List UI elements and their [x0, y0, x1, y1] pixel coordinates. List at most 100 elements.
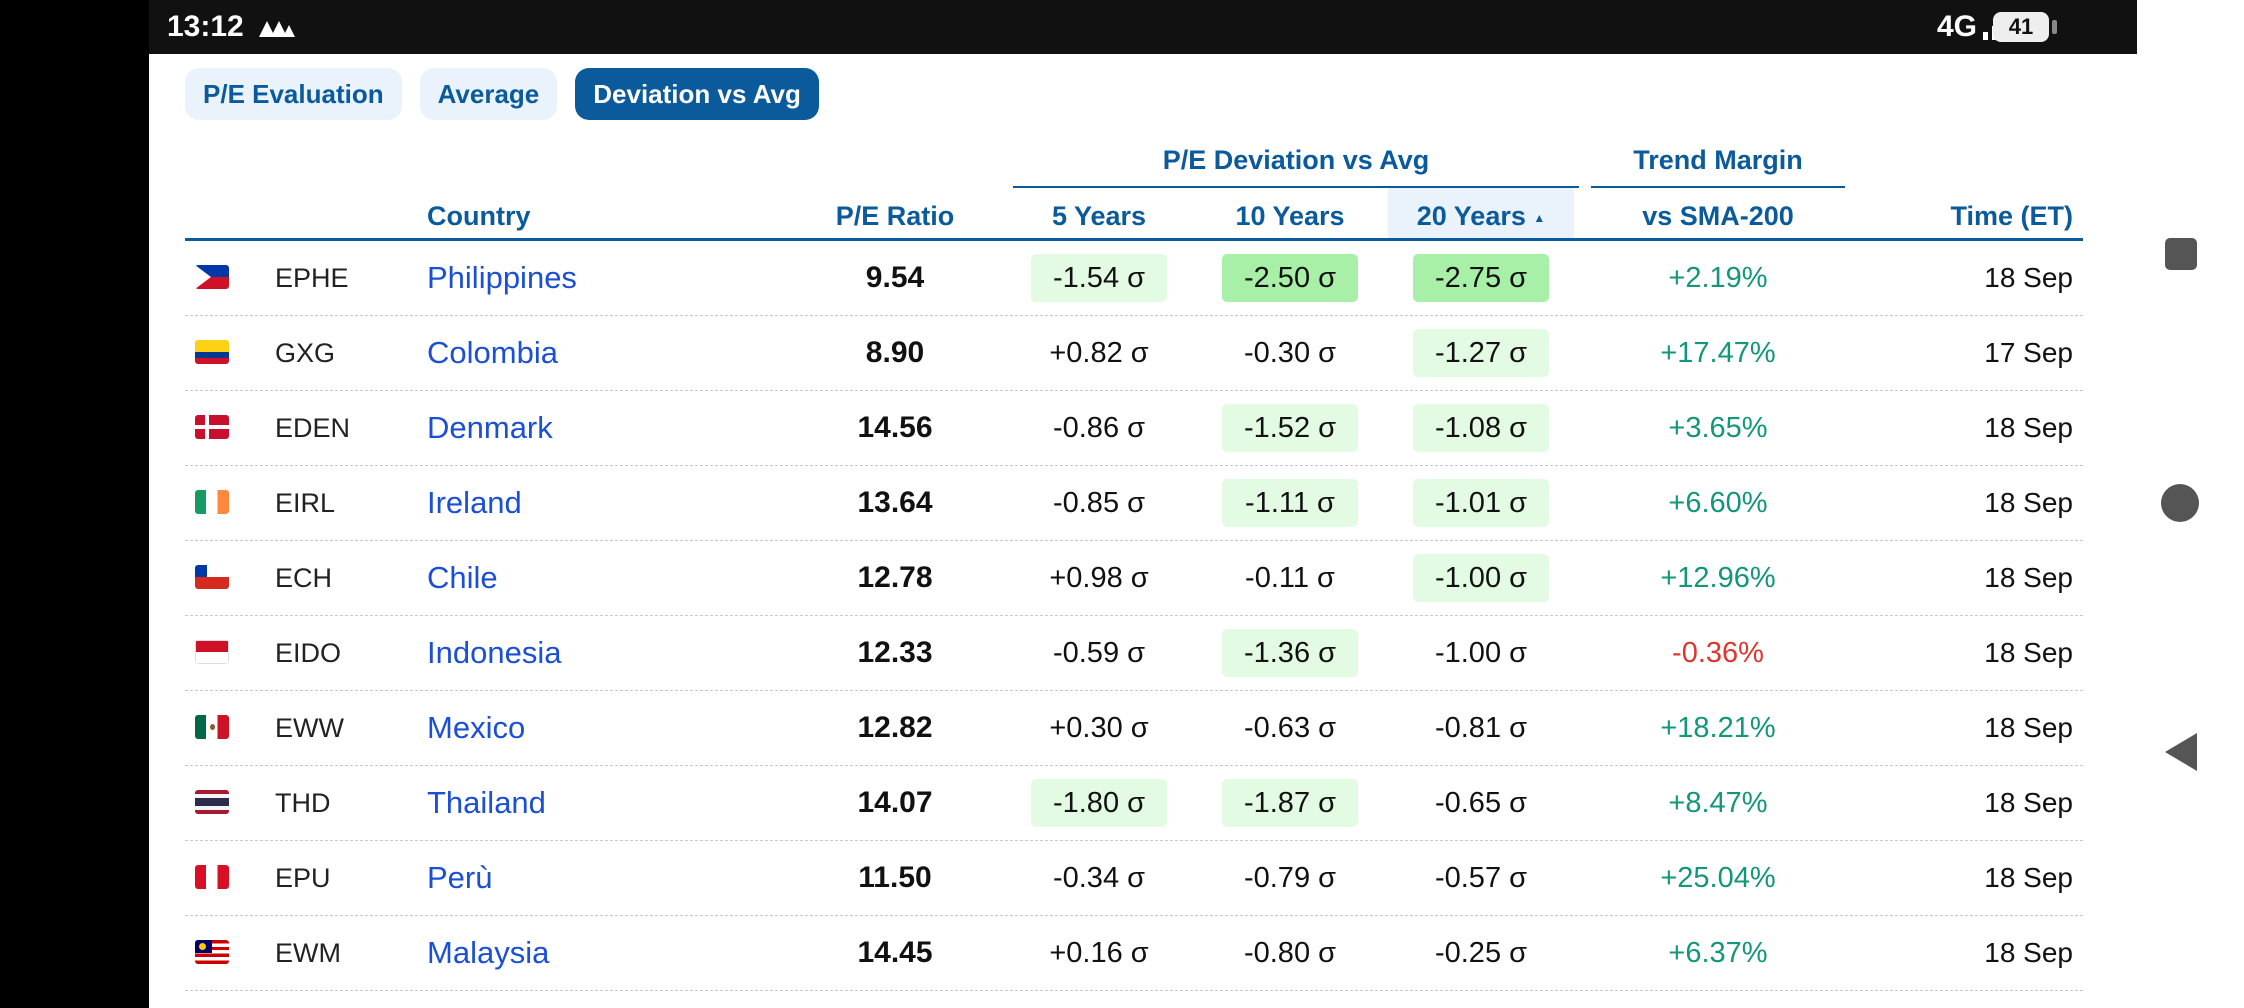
table-row[interactable]: THD Thailand 14.07 -1.80 σ -1.87 σ -0.65 σ +8.… — [185, 766, 2083, 841]
deviation-10y: -0.11 σ — [1222, 541, 1358, 615]
deviation-5y: +0.98 σ — [1031, 541, 1167, 615]
deviation-20y-value: -2.75 σ — [1413, 254, 1549, 302]
header-vs-sma-200[interactable]: vs SMA-200 — [1642, 201, 1794, 231]
table-row[interactable]: EIDO Indonesia 12.33 -0.59 σ -1.36 σ -1.00 σ -… — [185, 616, 2083, 691]
country-link[interactable]: Mexico — [427, 710, 526, 745]
deviation-20y-value: -0.65 σ — [1434, 787, 1528, 819]
pe-ratio: 11.50 — [858, 861, 932, 894]
tab-deviation-vs-avg[interactable]: Deviation vs Avg — [575, 68, 819, 120]
tab-pe-evaluation[interactable]: P/E Evaluation — [185, 68, 402, 120]
deviation-5y: +0.16 σ — [1031, 916, 1167, 990]
home-icon[interactable] — [2161, 484, 2199, 522]
deviation-20y: -0.65 σ — [1413, 766, 1549, 840]
deviation-5y: +0.82 σ — [1031, 316, 1167, 390]
deviation-10y: -0.79 σ — [1222, 841, 1358, 915]
deviation-20y-value: -0.81 σ — [1434, 712, 1528, 744]
deviation-20y: -1.08 σ — [1413, 391, 1549, 465]
deviation-10y: -1.87 σ — [1222, 766, 1358, 840]
header-20-years[interactable]: 20 Years ▲ — [1388, 188, 1574, 238]
header-10-years[interactable]: 10 Years — [1235, 201, 1345, 231]
table-row[interactable]: EWW Mexico 12.82 +0.30 σ -0.63 σ -0.81 σ +18.2… — [185, 691, 2083, 766]
country-link[interactable]: Chile — [427, 560, 498, 595]
deviation-20y-value: -1.08 σ — [1413, 404, 1549, 452]
flag-cl-icon — [195, 565, 229, 589]
ticker: EDEN — [275, 413, 351, 443]
update-time: 18 Sep — [1984, 487, 2073, 518]
country-link[interactable]: Colombia — [427, 335, 558, 370]
deviation-5y: -0.86 σ — [1031, 391, 1167, 465]
deviation-20y-value: -1.00 σ — [1413, 554, 1549, 602]
table-row[interactable]: EDEN Denmark 14.56 -0.86 σ -1.52 σ -1.08 σ +3.… — [185, 391, 2083, 466]
pe-ratio: 12.82 — [857, 711, 933, 744]
trend-margin: +6.37% — [1668, 937, 1768, 969]
deviation-5y: -0.34 σ — [1031, 841, 1167, 915]
deviation-10y: -0.30 σ — [1222, 316, 1358, 390]
ticker: EPHE — [275, 263, 349, 293]
country-link[interactable]: Thailand — [427, 785, 546, 820]
deviation-5y-value: -0.85 σ — [1052, 487, 1146, 519]
update-time: 18 Sep — [1984, 712, 2073, 743]
header-pe-ratio[interactable]: P/E Ratio — [835, 201, 955, 231]
table-row[interactable]: EPU Perù 11.50 -0.34 σ -0.79 σ -0.57 σ +25.04%… — [185, 841, 2083, 916]
trend-margin: +2.19% — [1668, 262, 1768, 294]
country-link[interactable]: Philippines — [427, 260, 577, 295]
country-link[interactable]: Ireland — [427, 485, 522, 520]
deviation-10y-value: -0.63 σ — [1243, 712, 1337, 744]
table-row[interactable]: EWM Malaysia 14.45 +0.16 σ -0.80 σ -0.25 σ +6.… — [185, 916, 2083, 991]
back-icon[interactable] — [2165, 733, 2197, 771]
view-tabs: P/E Evaluation Average Deviation vs Avg — [185, 68, 819, 120]
update-time: 18 Sep — [1984, 562, 2073, 593]
country-link[interactable]: Perù — [427, 860, 493, 895]
header-country[interactable]: Country — [427, 201, 531, 231]
sort-ascending-icon: ▲ — [1533, 210, 1546, 225]
flag-pe-icon — [195, 865, 229, 889]
deviation-20y: -0.25 σ — [1413, 916, 1549, 990]
pe-ratio: 14.45 — [857, 936, 933, 969]
pe-ratio: 14.56 — [857, 411, 933, 444]
update-time: 18 Sep — [1984, 787, 2073, 818]
deviation-20y: -2.75 σ — [1413, 241, 1549, 315]
clock: 13:12 — [167, 10, 244, 43]
pe-ratio: 9.54 — [865, 261, 925, 294]
pe-ratio: 12.78 — [857, 561, 933, 594]
table-row[interactable]: EIRL Ireland 13.64 -0.85 σ -1.11 σ -1.01 σ +6.… — [185, 466, 2083, 541]
table-body: EPHE Philippines 9.54 -1.54 σ -2.50 σ -2.75 σ… — [185, 241, 2083, 991]
deviation-20y: -1.00 σ — [1413, 541, 1549, 615]
table-row[interactable]: ECH Chile 12.78 +0.98 σ -0.11 σ -1.00 σ +12.96… — [185, 541, 2083, 616]
table-header: Country P/E Ratio 5 Years 10 Years 20 Ye… — [185, 188, 2083, 241]
update-time: 18 Sep — [1984, 262, 2073, 293]
table-row[interactable]: GXG Colombia 8.90 +0.82 σ -0.30 σ -1.27 σ +17.… — [185, 316, 2083, 391]
pe-ratio: 14.07 — [857, 786, 933, 819]
deviation-20y: -1.01 σ — [1413, 466, 1549, 540]
group-header-deviation: P/E Deviation vs Avg — [1013, 140, 1579, 188]
app-screen: 13:12 4G 41 P/E Evaluation Average Devia… — [149, 0, 2137, 1008]
recent-apps-icon[interactable] — [2165, 238, 2197, 270]
deviation-20y-value: -1.27 σ — [1413, 329, 1549, 377]
country-link[interactable]: Denmark — [427, 410, 553, 445]
ticker: EWW — [275, 713, 344, 743]
status-bar: 13:12 4G 41 — [149, 0, 2137, 54]
deviation-5y: -0.85 σ — [1031, 466, 1167, 540]
pe-ratio: 8.90 — [865, 336, 925, 369]
header-5-years[interactable]: 5 Years — [1051, 201, 1147, 231]
flag-ph-icon — [195, 265, 229, 289]
table-row[interactable]: EPHE Philippines 9.54 -1.54 σ -2.50 σ -2.75 σ… — [185, 241, 2083, 316]
flag-co-icon — [195, 340, 229, 364]
deviation-20y-value: -0.25 σ — [1434, 937, 1528, 969]
deviation-5y-value: +0.16 σ — [1049, 937, 1149, 969]
deviation-20y-value: -1.01 σ — [1413, 479, 1549, 527]
deviation-20y: -1.27 σ — [1413, 316, 1549, 390]
battery-icon: 41 — [1993, 12, 2057, 42]
deviation-5y-value: -1.54 σ — [1031, 254, 1167, 302]
country-link[interactable]: Indonesia — [427, 635, 562, 670]
deviation-10y-value: -0.80 σ — [1243, 937, 1337, 969]
header-time[interactable]: Time (ET) — [1950, 201, 2073, 231]
ticker: EIRL — [275, 488, 336, 518]
trend-margin: +17.47% — [1660, 337, 1776, 369]
deviation-10y-value: -1.87 σ — [1222, 779, 1358, 827]
tab-average[interactable]: Average — [419, 68, 558, 120]
trend-margin: +6.60% — [1668, 487, 1768, 519]
update-time: 18 Sep — [1984, 862, 2073, 893]
update-time: 18 Sep — [1984, 412, 2073, 443]
country-link[interactable]: Malaysia — [427, 935, 550, 970]
